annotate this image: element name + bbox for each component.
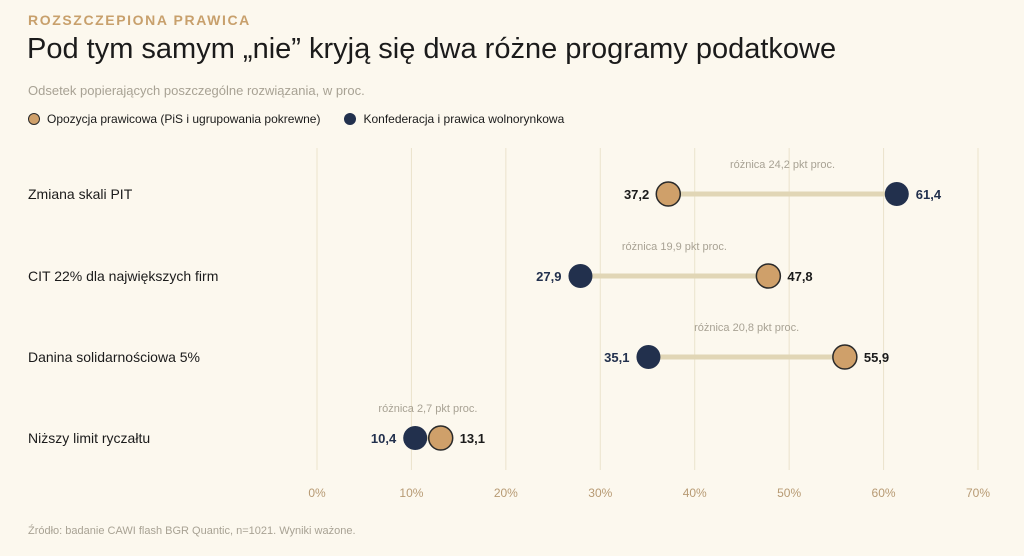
legend-label-konfederacja: Konfederacja i prawica wolnorynkowa xyxy=(363,112,565,126)
difference-label: różnica 20,8 pkt proc. xyxy=(694,322,799,334)
kicker: ROZSZCZEPIONA PRAWICA xyxy=(28,12,251,28)
x-tick-label-60: 60% xyxy=(872,486,896,500)
legend-swatch-konfederacja xyxy=(344,113,357,125)
source-note: Źródło: badanie CAWI flash BGR Quantic, … xyxy=(28,525,356,537)
dot-opozycja xyxy=(832,344,858,370)
x-tick-label-30: 30% xyxy=(588,486,612,500)
value-label-konfederacja: 35,1 xyxy=(604,350,629,365)
dot-konfederacja xyxy=(403,426,428,450)
value-label-opozycja: 55,9 xyxy=(864,350,889,365)
dot-opozycja xyxy=(755,263,782,289)
value-label-konfederacja: 61,4 xyxy=(916,187,942,202)
page-title: Pod tym samym „nie” kryją się dwa różne … xyxy=(27,33,837,65)
legend-label-opozycja: Opozycja prawicowa (PiS i ugrupowania po… xyxy=(47,112,321,126)
legend-swatch-opozycja xyxy=(28,113,40,125)
x-tick-label-70: 70% xyxy=(966,486,990,500)
subtitle: Odsetek popierających poszczególne rozwi… xyxy=(28,83,365,98)
difference-label: różnica 24,2 pkt proc. xyxy=(730,159,835,171)
legend-item-konfederacja: Konfederacja i prawica wolnorynkowa xyxy=(344,112,564,126)
category-label: Danina solidarnościowa 5% xyxy=(28,349,200,365)
x-tick-label-20: 20% xyxy=(494,486,518,500)
x-tick-label-0: 0% xyxy=(308,486,326,500)
difference-label: różnica 19,9 pkt proc. xyxy=(622,241,727,253)
x-tick-label-50: 50% xyxy=(777,486,801,500)
difference-label: różnica 2,7 pkt proc. xyxy=(378,403,477,415)
dot-konfederacja xyxy=(884,182,909,206)
value-label-opozycja: 37,2 xyxy=(624,187,649,202)
x-tick-label-40: 40% xyxy=(683,486,707,500)
dot-opozycja xyxy=(427,425,454,451)
dot-opozycja xyxy=(655,181,682,207)
category-label: Zmiana skali PIT xyxy=(28,186,133,202)
x-tick-label-10: 10% xyxy=(399,486,423,500)
value-label-konfederacja: 27,9 xyxy=(536,269,561,284)
category-label: Niższy limit ryczałtu xyxy=(28,430,150,446)
legend-item-opozycja: Opozycja prawicowa (PiS i ugrupowania po… xyxy=(28,112,320,126)
value-label-opozycja: 47,8 xyxy=(787,269,812,284)
value-label-opozycja: 13,1 xyxy=(460,431,485,446)
value-label-konfederacja: 10,4 xyxy=(371,431,397,446)
category-label: CIT 22% dla największych firm xyxy=(28,268,218,284)
dot-konfederacja xyxy=(568,264,593,288)
dot-konfederacja xyxy=(636,345,661,369)
legend: Opozycja prawicowa (PiS i ugrupowania po… xyxy=(28,112,588,126)
